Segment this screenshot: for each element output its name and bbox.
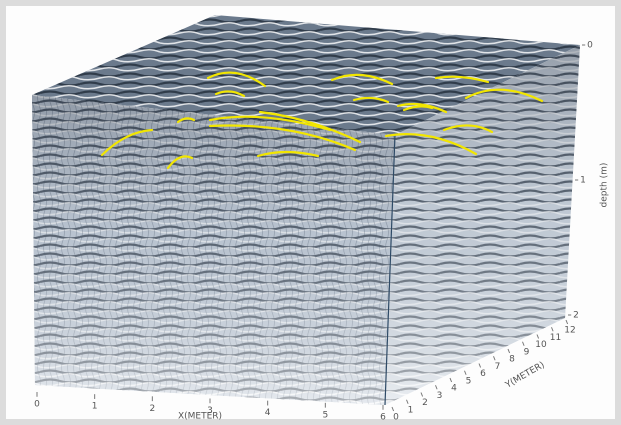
y-tick-label: 12 [564,326,575,336]
y-tick-label: 5 [466,376,472,386]
y-tick-label: 8 [509,355,515,365]
y-tick-label: 11 [550,333,561,343]
x-tick-label: 5 [322,410,328,420]
depth-tick-label: 0 [587,41,593,51]
front-face-shade [32,95,395,405]
x-tick-label: 4 [265,408,271,418]
depth-axis-label: depth (m) [600,163,610,208]
x-tick-label: 1 [92,402,98,412]
y-tick-label: 1 [408,405,414,415]
y-tick-label: 0 [393,413,399,423]
x-tick-label: 3 [207,406,213,416]
x-tick-label: 6 [380,413,386,423]
volume [32,15,580,405]
gpr-view: X(METER) Y(METER) depth (m) 012345601234… [0,0,621,425]
y-tick-label: 7 [495,362,501,372]
y-tick-label: 9 [524,347,530,357]
depth-tick-label: 1 [580,176,586,186]
y-tick-label: 4 [451,384,457,394]
x-tick-label: 0 [34,400,40,410]
x-axis-label: X(METER) [178,412,222,422]
depth-tick-label: 2 [573,311,579,321]
y-tick-label: 10 [535,340,547,350]
y-tick-label: 6 [480,369,486,379]
y-tick-label: 2 [422,398,428,408]
y-tick-label: 3 [437,391,443,401]
page: X(METER) Y(METER) depth (m) 012345601234… [0,0,621,425]
x-tick-label: 2 [149,404,155,414]
